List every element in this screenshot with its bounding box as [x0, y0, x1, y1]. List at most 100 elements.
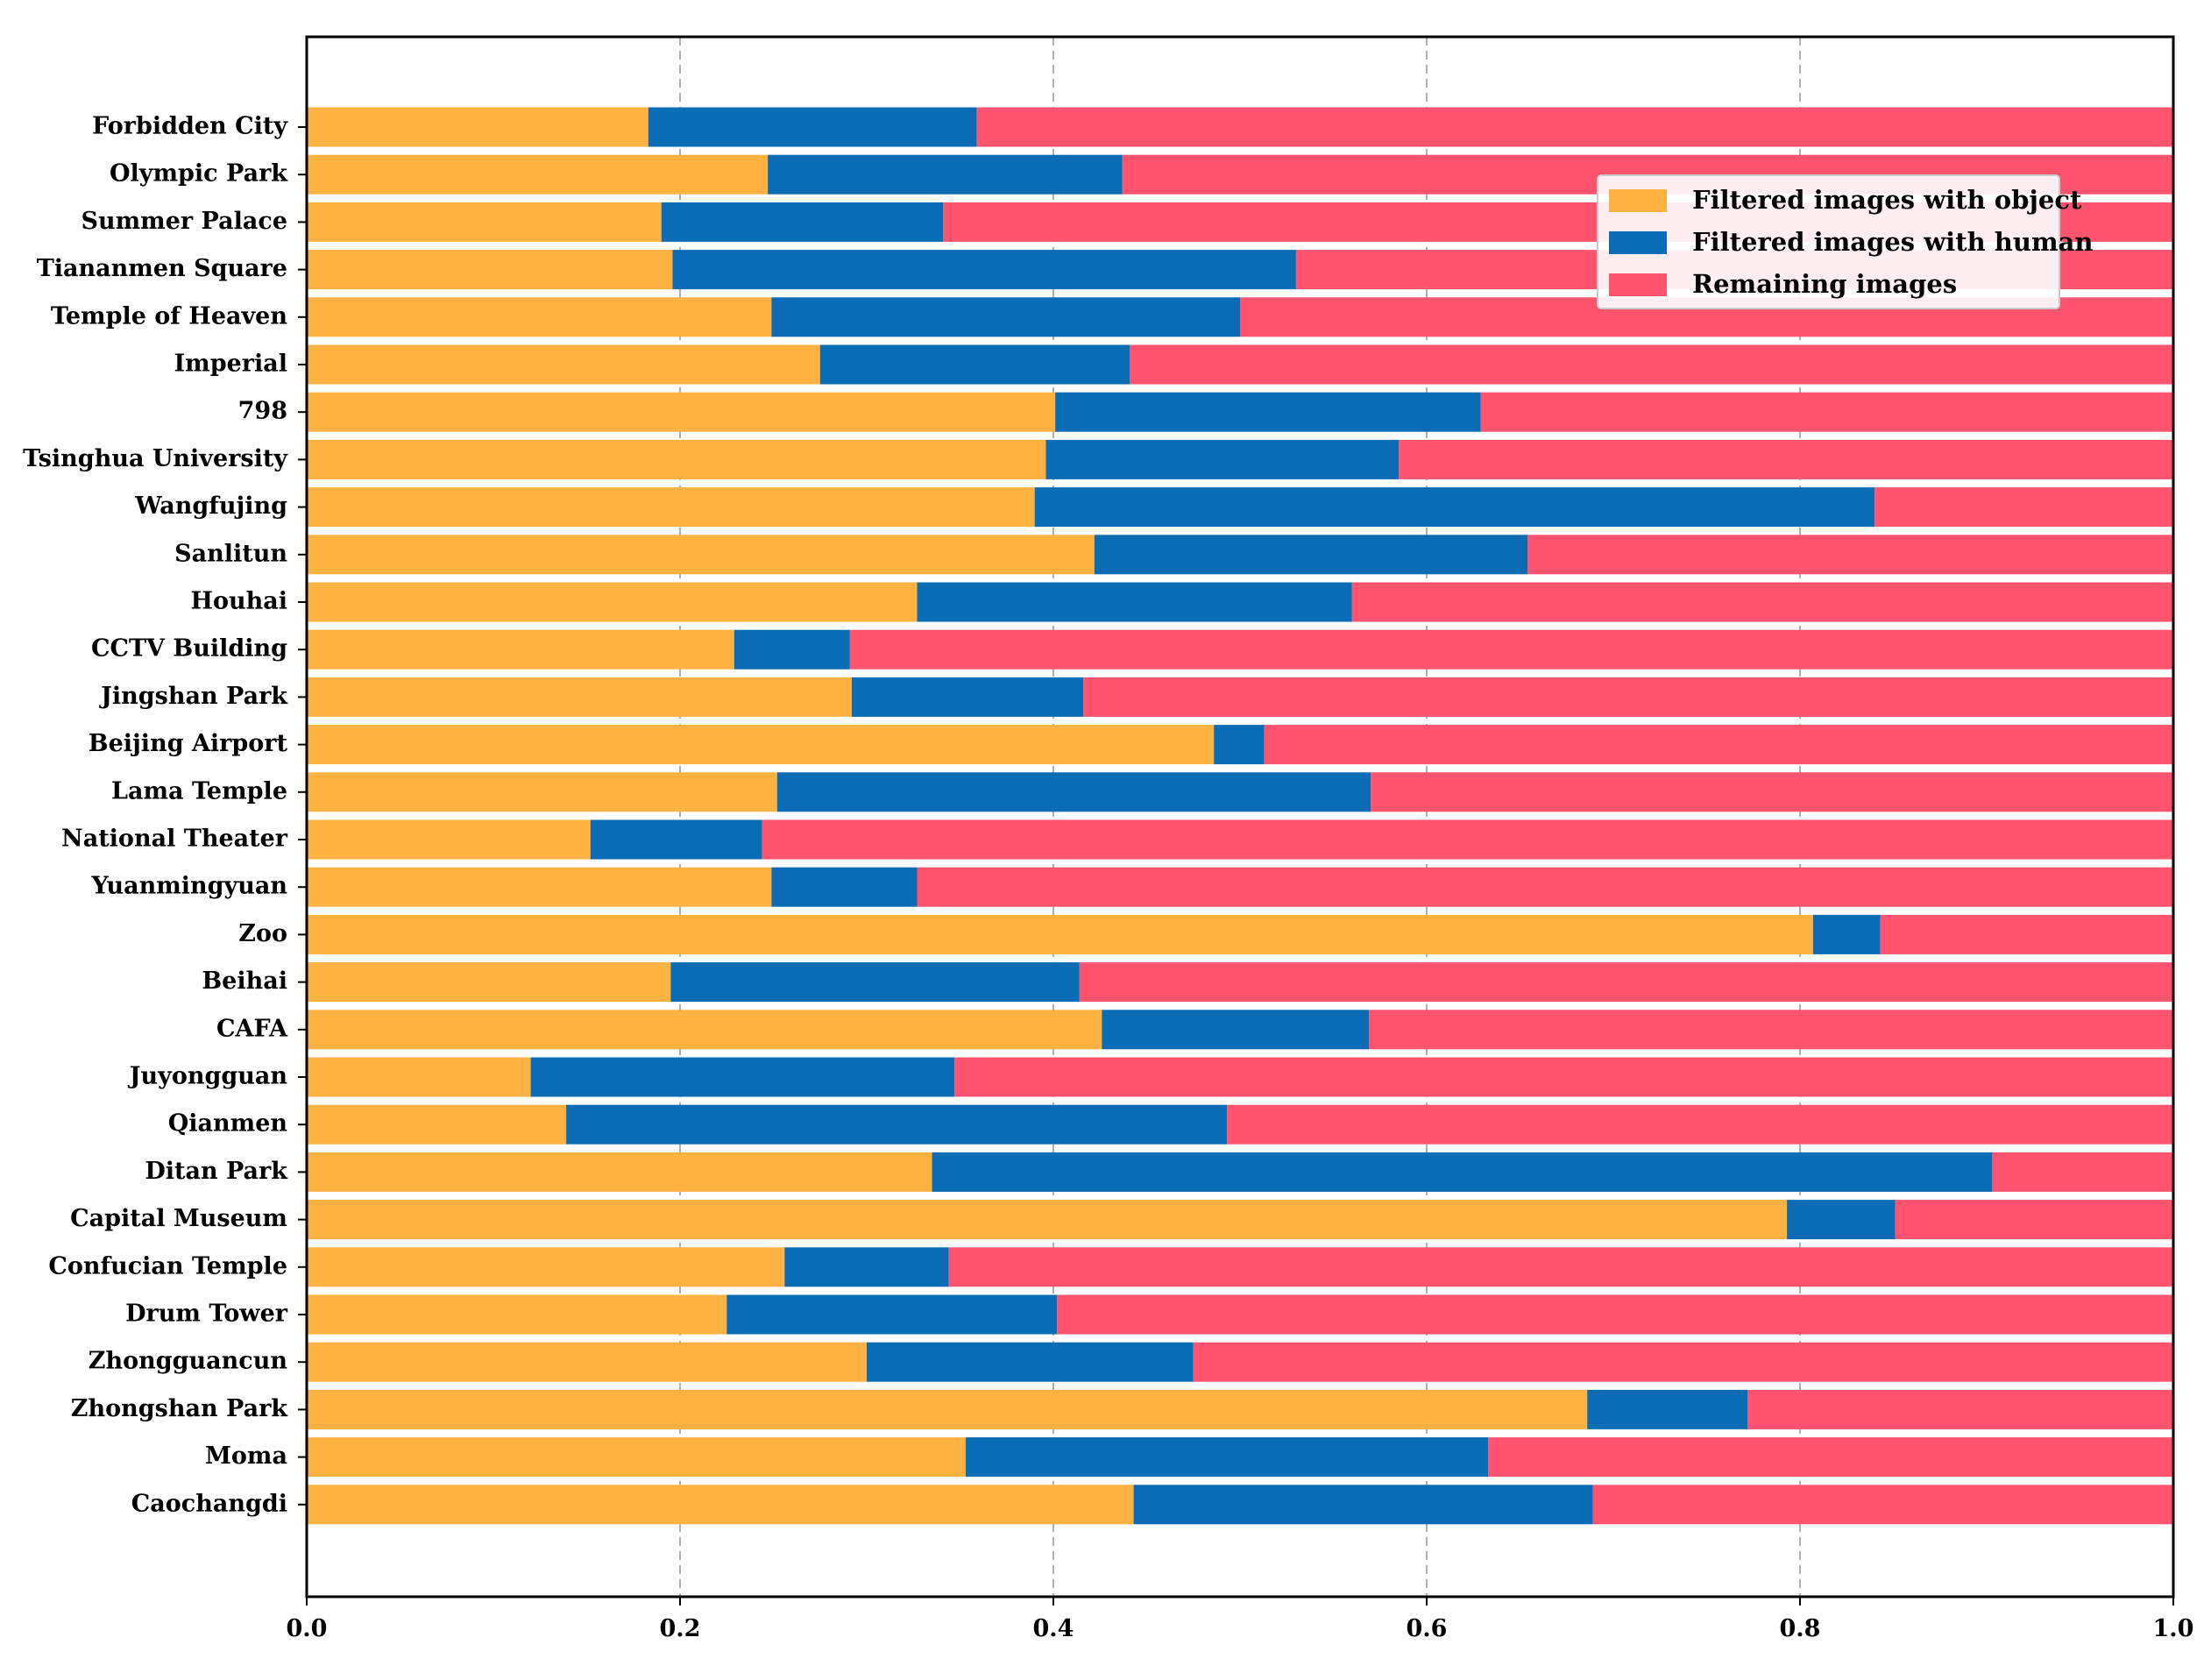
- bar-2-30: [1133, 1485, 1593, 1525]
- category-label: Juyongguan: [128, 1063, 288, 1090]
- category-label: CCTV Building: [91, 635, 287, 663]
- bar-3-7: [1480, 392, 2173, 432]
- bar-2-2: [768, 154, 1123, 195]
- bars: [307, 107, 2173, 1525]
- bar-2-3: [661, 202, 944, 242]
- bar-1-17: [307, 867, 772, 907]
- bar-1-29: [307, 1437, 966, 1478]
- x-tick-label: 0.4: [1033, 1615, 1074, 1642]
- bar-2-5: [771, 297, 1240, 337]
- category-label: Imperial: [174, 351, 288, 378]
- bar-1-18: [307, 914, 1813, 954]
- category-label: Jingshan Park: [99, 683, 288, 710]
- category-label: Temple of Heaven: [51, 302, 288, 330]
- legend-swatch-2: [1609, 231, 1667, 254]
- bar-2-10: [1094, 535, 1528, 575]
- x-tick-label: 0.6: [1407, 1615, 1448, 1642]
- category-label: Summer Palace: [81, 208, 287, 235]
- category-label: National Theater: [61, 826, 288, 853]
- bar-3-12: [849, 629, 2173, 670]
- category-label: Houhai: [190, 588, 287, 615]
- bar-1-11: [307, 582, 918, 622]
- bar-3-9: [1874, 487, 2173, 528]
- category-label: Qianmen: [168, 1110, 288, 1138]
- bar-2-27: [867, 1342, 1194, 1382]
- bar-1-20: [307, 1010, 1102, 1050]
- category-label: Zhongshan Park: [71, 1395, 289, 1422]
- legend: Filtered images with object Filtered imag…: [1597, 174, 2094, 309]
- bar-1-23: [307, 1152, 932, 1192]
- bar-2-8: [1045, 439, 1400, 479]
- bar-1-2: [307, 154, 769, 195]
- bar-2-11: [917, 582, 1352, 622]
- bar-2-24: [1787, 1200, 1896, 1240]
- category-label: Beihai: [202, 968, 287, 995]
- bar-1-30: [307, 1485, 1134, 1525]
- bar-2-22: [566, 1104, 1228, 1145]
- bar-3-15: [1371, 772, 2173, 812]
- bar-2-17: [771, 867, 918, 907]
- bar-2-14: [1214, 725, 1265, 765]
- bar-3-11: [1351, 582, 2173, 622]
- bar-1-19: [307, 962, 671, 1003]
- bar-1-8: [307, 439, 1046, 479]
- bar-1-27: [307, 1342, 867, 1382]
- bar-1-3: [307, 202, 662, 242]
- bar-1-14: [307, 725, 1215, 765]
- bar-3-27: [1193, 1342, 2173, 1382]
- category-label: Lama Temple: [111, 777, 287, 805]
- bar-1-16: [307, 819, 591, 860]
- axes: Forbidden City Olympic Park Summer Palace T…: [23, 35, 2193, 1642]
- bar-3-13: [1083, 677, 2173, 717]
- bar-1-24: [307, 1200, 1788, 1240]
- bar-1-5: [307, 297, 772, 337]
- category-label: Yuanmingyuan: [91, 873, 288, 900]
- category-label: CAFA: [216, 1015, 288, 1042]
- bar-2-12: [733, 629, 850, 670]
- bar-3-1: [976, 107, 2173, 147]
- bar-3-25: [948, 1247, 2173, 1287]
- legend-box: [1597, 174, 2060, 309]
- category-label: Forbidden City: [92, 113, 288, 140]
- bar-1-15: [307, 772, 777, 812]
- bar-1-28: [307, 1389, 1588, 1429]
- bar-2-6: [819, 344, 1130, 385]
- bar-2-4: [672, 250, 1296, 290]
- bar-1-13: [307, 677, 852, 717]
- category-label: Tsinghua University: [23, 445, 288, 472]
- category-label: Capital Museum: [70, 1205, 287, 1232]
- category-label: 798: [238, 398, 287, 425]
- bar-2-26: [726, 1294, 1058, 1335]
- bar-3-18: [1880, 914, 2173, 954]
- bar-3-28: [1747, 1389, 2173, 1429]
- category-label: Moma: [205, 1443, 287, 1470]
- bar-1-21: [307, 1057, 531, 1097]
- bar-3-6: [1130, 344, 2173, 385]
- bar-3-24: [1895, 1200, 2173, 1240]
- bar-1-25: [307, 1247, 785, 1287]
- bar-3-16: [762, 819, 2173, 860]
- bar-2-15: [776, 772, 1371, 812]
- bar-3-30: [1592, 1485, 2173, 1525]
- plot-frame: [305, 35, 2175, 1598]
- bar-1-9: [307, 487, 1035, 528]
- bar-2-18: [1812, 914, 1881, 954]
- bar-3-29: [1488, 1437, 2173, 1478]
- bar-2-23: [932, 1152, 1993, 1192]
- x-tick-label: 0.2: [660, 1615, 701, 1642]
- bar-1-4: [307, 250, 673, 290]
- category-label: Drum Tower: [125, 1301, 288, 1328]
- bar-2-29: [965, 1437, 1489, 1478]
- bar-2-16: [590, 819, 762, 860]
- category-label: Ditan Park: [145, 1158, 288, 1185]
- bar-2-19: [670, 962, 1080, 1003]
- bar-1-7: [307, 392, 1056, 432]
- legend-label-1: Filtered images with object: [1692, 185, 2082, 215]
- bar-1-22: [307, 1104, 567, 1145]
- bar-3-17: [917, 867, 2173, 907]
- category-label: Zhongguancun: [89, 1348, 288, 1375]
- legend-swatch-1: [1609, 189, 1667, 212]
- legend-label-3: Remaining images: [1692, 269, 1957, 299]
